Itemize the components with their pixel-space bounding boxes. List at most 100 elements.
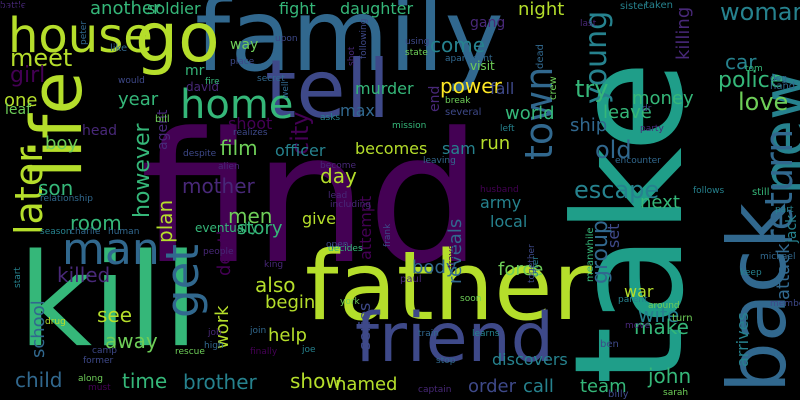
word: travel xyxy=(447,241,457,268)
word: another xyxy=(90,0,161,19)
word: asks xyxy=(320,113,341,123)
word: apartment xyxy=(445,54,493,64)
word: finally xyxy=(250,347,278,357)
word: soldier xyxy=(147,0,201,18)
word: including xyxy=(330,200,371,210)
word: show xyxy=(290,369,342,393)
word: old xyxy=(595,136,632,164)
word: encounter xyxy=(615,156,661,166)
word: tom xyxy=(745,64,763,74)
word: kill xyxy=(18,227,199,376)
word: girl xyxy=(10,63,46,88)
word: world xyxy=(505,103,555,124)
word: michael xyxy=(760,252,796,262)
word: move xyxy=(625,321,651,331)
word: call xyxy=(523,376,554,397)
word: alien xyxy=(218,162,240,172)
word: visit xyxy=(470,59,495,73)
word: part xyxy=(775,205,794,215)
word: captain xyxy=(418,385,452,395)
word: state xyxy=(405,48,428,58)
word: shoot xyxy=(228,114,273,133)
word: named xyxy=(335,374,398,395)
word: sister xyxy=(620,1,648,12)
word: camp xyxy=(92,346,117,356)
word: still xyxy=(752,187,770,198)
word: taken xyxy=(645,0,673,11)
word: family xyxy=(195,0,504,94)
word: son xyxy=(38,176,74,200)
word: several xyxy=(445,107,482,118)
word: brother xyxy=(183,370,257,394)
word: become xyxy=(320,161,357,171)
word: force xyxy=(498,259,544,280)
word: killed xyxy=(57,263,111,287)
word: following xyxy=(359,18,369,59)
word: rescue xyxy=(175,347,205,357)
word: place xyxy=(230,57,255,67)
word: using xyxy=(405,37,430,47)
word: house xyxy=(8,8,153,64)
word: power xyxy=(440,74,502,98)
word: want xyxy=(0,0,40,17)
word: becomes xyxy=(355,139,428,158)
word: plan xyxy=(153,199,177,243)
word: child xyxy=(15,368,63,392)
word: daughter xyxy=(340,0,414,18)
word: next xyxy=(640,192,680,213)
word: member xyxy=(770,299,800,309)
word: charlie xyxy=(70,227,101,237)
word: see xyxy=(97,303,133,327)
word: body xyxy=(412,257,457,278)
word: decides xyxy=(328,244,363,254)
word: end xyxy=(427,85,443,112)
word: officer xyxy=(275,141,326,160)
word: leaving xyxy=(423,156,456,166)
word: car xyxy=(725,50,757,74)
word: upon xyxy=(275,34,298,44)
word: battle xyxy=(0,1,27,11)
word: help xyxy=(268,325,307,346)
word: get xyxy=(156,244,209,318)
word: frank xyxy=(383,223,393,247)
word: join xyxy=(250,326,267,336)
word: lead xyxy=(328,191,348,201)
word: father xyxy=(305,232,592,342)
word: would xyxy=(118,76,145,86)
word: murder xyxy=(355,79,414,98)
word: year xyxy=(118,89,159,110)
word: gang xyxy=(470,15,506,31)
word: arrives xyxy=(733,312,752,367)
word: home xyxy=(180,82,294,128)
word: order xyxy=(468,376,516,397)
word: meanwhile xyxy=(585,227,596,282)
word: give xyxy=(302,209,336,228)
word: one xyxy=(4,90,38,111)
word: david xyxy=(186,80,220,94)
word: head xyxy=(82,123,117,139)
word: night xyxy=(518,0,565,20)
word: human xyxy=(108,227,140,237)
word: escape xyxy=(574,176,660,204)
word: room xyxy=(70,211,122,235)
word: former xyxy=(83,356,114,366)
word: army xyxy=(480,193,522,212)
word: max xyxy=(340,101,375,120)
word: local xyxy=(490,212,528,231)
word: ship xyxy=(570,115,608,136)
word: dog xyxy=(770,74,787,84)
word: party xyxy=(640,124,664,134)
word: paul xyxy=(400,274,422,285)
word: away xyxy=(105,329,158,353)
word: fight xyxy=(279,0,316,18)
word: open xyxy=(326,240,349,250)
word: story xyxy=(237,218,283,239)
word: along xyxy=(78,374,103,384)
word: killing xyxy=(673,6,694,60)
word: york xyxy=(340,297,360,307)
word: police xyxy=(718,68,784,93)
word: day xyxy=(320,164,357,188)
word: realizes xyxy=(233,128,268,138)
word: mr xyxy=(185,63,205,79)
